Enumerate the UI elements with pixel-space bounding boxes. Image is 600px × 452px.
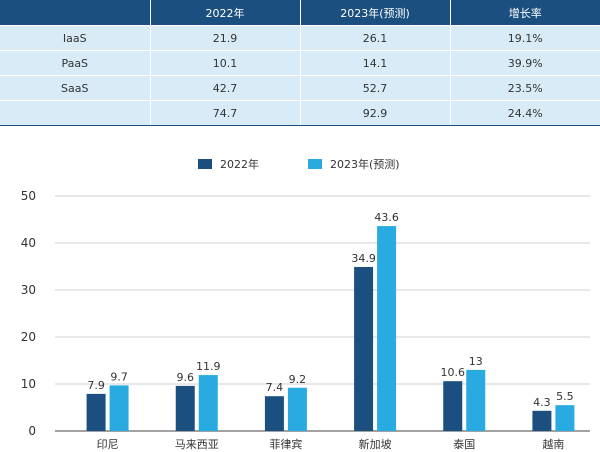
header-cell: 2023年(预测)	[300, 0, 451, 26]
legend-swatch	[308, 159, 322, 169]
data-label: 7.9	[87, 379, 105, 392]
y-tick-label: 50	[21, 189, 36, 203]
y-tick-label: 10	[21, 377, 36, 391]
table-cell: 92.9	[300, 100, 451, 126]
table-cell: 14.1	[300, 50, 451, 76]
table-header-row: 2022年 2023年(预测) 增长率	[0, 0, 600, 26]
bar	[532, 410, 552, 431]
bar	[86, 393, 106, 431]
x-tick-label: 菲律宾	[269, 437, 302, 451]
data-label: 7.4	[266, 381, 284, 394]
y-tick-label: 40	[21, 236, 36, 250]
bar	[175, 385, 195, 431]
bar	[264, 396, 284, 431]
x-tick-label: 马来西亚	[175, 438, 219, 451]
data-label: 9.2	[289, 373, 307, 386]
bar	[443, 381, 463, 431]
table-cell: 24.4%	[450, 100, 600, 126]
table-cell: SaaS	[0, 75, 151, 101]
table-cell: 52.7	[300, 75, 451, 101]
table-cell: IaaS	[0, 25, 151, 51]
table-cell: 39.9%	[450, 50, 600, 76]
header-cell: 增长率	[450, 0, 600, 26]
bar-chart: 0 10 20 30 40 50 2022年 2023年(预测) 7.9 9.7 印尼 9.611.9…	[21, 157, 590, 451]
data-label: 34.9	[351, 252, 376, 265]
table-cell: 26.1	[300, 25, 451, 51]
bar	[354, 266, 374, 431]
data-label: 43.6	[374, 211, 399, 224]
header-cell: 2022年	[150, 0, 301, 26]
data-label: 10.6	[441, 366, 466, 379]
x-tick-label: 泰国	[453, 437, 475, 451]
data-label: 13	[469, 355, 483, 368]
y-tick-label: 30	[21, 283, 36, 297]
bar	[198, 375, 218, 431]
table-row: SaaS 42.7 52.7 23.5%	[0, 75, 600, 101]
bar	[377, 226, 397, 431]
x-tick-label: 印尼	[97, 438, 119, 451]
y-tick-label: 20	[21, 330, 36, 344]
x-tick-label: 新加坡	[359, 437, 392, 451]
table-row-total: 74.7 92.9 24.4%	[0, 100, 600, 126]
data-label: 9.6	[177, 371, 195, 384]
table-cell: 23.5%	[450, 75, 600, 101]
table-cell: 21.9	[150, 25, 301, 51]
data-label: 5.5	[556, 390, 574, 403]
bar	[287, 387, 307, 431]
x-tick-label: 越南	[542, 437, 564, 451]
table-cell: 10.1	[150, 50, 301, 76]
data-label: 4.3	[533, 396, 551, 409]
table-cell: 42.7	[150, 75, 301, 101]
data-label: 9.7	[110, 370, 128, 383]
table-row: PaaS 10.1 14.1 39.9%	[0, 50, 600, 76]
data-table: 2022年 2023年(预测) 增长率 IaaS 21.9 26.1 19.1%…	[0, 0, 600, 126]
bar	[466, 369, 486, 431]
bar	[555, 405, 575, 431]
header-cell	[0, 0, 151, 26]
legend-swatch	[198, 159, 212, 169]
table-cell	[0, 100, 151, 126]
table-cell: 19.1%	[450, 25, 600, 51]
legend-label: 2022年	[220, 157, 259, 171]
table-cell: PaaS	[0, 50, 151, 76]
bar	[109, 385, 129, 431]
data-label: 11.9	[196, 360, 221, 373]
legend-label: 2023年(预测)	[330, 157, 400, 171]
table-row: IaaS 21.9 26.1 19.1%	[0, 25, 600, 51]
y-tick-label: 0	[28, 424, 36, 438]
table-cell: 74.7	[150, 100, 301, 126]
